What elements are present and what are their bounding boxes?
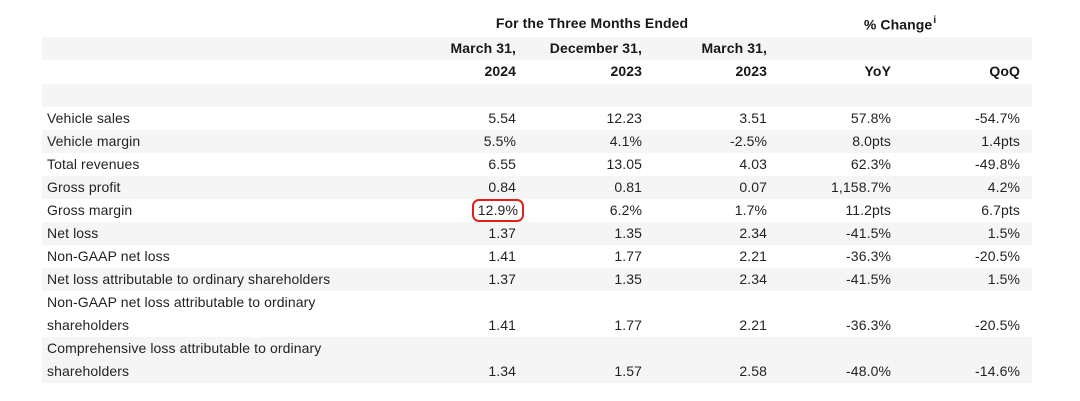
cell-value: 1.77 [614,316,642,333]
empty-cell [767,36,892,60]
cell-value: -48.0% [767,336,892,383]
table-row-gross-margin: Gross margin 12.9% 6.2% 1.7% 11.2pts 6.7… [42,198,1032,222]
row-label: Gross profit [42,175,417,199]
row-label: Vehicle margin [42,129,417,153]
row-label: Vehicle sales [47,109,131,126]
row-label: Comprehensive loss attributable to ordin… [42,336,417,383]
cell-value: -2.5% [642,129,768,153]
table-row-comprehensive-loss-attributable: Comprehensive loss attributable to ordin… [42,336,1033,383]
table-row-gross-profit: Gross profit 0.84 0.81 0.07 1,158.7% 4.2… [42,175,1033,199]
cell-value: -41.5% [767,267,892,291]
row-label: Gross margin [47,201,133,218]
cell-value: 1.41 [488,316,516,333]
footnote-marker-i: i [933,15,937,26]
period-group-header: For the Three Months Ended [417,10,767,37]
table-row-vehicle-margin: Vehicle margin 5.5% 4.1% -2.5% 8.0pts 1.… [42,129,1033,153]
empty-cell [42,60,417,84]
cell-value: -54.7% [975,109,1021,126]
cell-value: 1.5% [891,221,1033,245]
row-label: Net loss attributable to ordinary shareh… [42,267,417,291]
table-row-vehicle-sales: Vehicle sales 5.54 12.23 3.51 57.8% -54.… [42,107,1032,130]
cell-value: 5.54 [488,109,516,126]
cell-value: 57.8% [850,109,892,126]
cell-value: 2.58 [642,336,768,383]
cell-value: 1.37 [417,221,516,245]
pct-change-label: % Change [863,16,933,33]
cell-value: 4.2% [891,175,1033,199]
cell-value: -20.5% [975,247,1021,264]
cell-value: 2.34 [642,221,768,245]
pct-change-group-header: % Changei [767,10,1032,37]
cell-value: 6.7pts [981,201,1021,218]
cell-value: 12.23 [606,109,642,126]
empty-cell [42,36,417,60]
group-header-row: For the Three Months Ended % Changei [42,10,1032,37]
cell-value: -20.5% [975,316,1021,333]
column-header-row-dates: March 31, December 31, March 31, [42,36,1033,60]
cell-value: 1.37 [417,267,516,291]
column-header-mar-2023-line1: March 31, [642,36,768,60]
spacer-cell [42,83,1033,107]
row-label: Non-GAAP net loss [47,247,170,264]
column-header-mar-2023-line2: 2023 [735,63,768,80]
cell-value: 1.57 [516,336,642,383]
empty-cell [891,36,1033,60]
cell-value: 62.3% [850,155,892,172]
red-highlight-box: 12.9% [471,198,524,222]
cell-value: 6.55 [488,155,516,172]
cell-value: -49.8% [975,155,1021,172]
cell-value: 1.77 [614,247,642,264]
cell-value: 1.5% [891,267,1033,291]
column-header-dec-2023-line2: 2023 [610,63,642,80]
cell-value: 2.21 [739,316,768,333]
table-row-non-gaap-net-loss: Non-GAAP net loss 1.41 1.77 2.21 -36.3% … [42,245,1032,268]
table-row-total-revenues: Total revenues 6.55 13.05 4.03 62.3% -49… [42,153,1032,176]
cell-value: -36.3% [846,247,892,264]
cell-value: 0.81 [516,175,642,199]
cell-value: 1,158.7% [767,175,892,199]
row-label: Non-GAAP net loss attributable to ordina… [47,293,316,333]
column-header-dec-2023-line1: December 31, [516,36,642,60]
cell-value: 0.84 [417,175,516,199]
cell-value: 1.7% [734,201,768,218]
cell-value: 1.41 [488,247,516,264]
table-row-non-gaap-net-loss-attributable: Non-GAAP net loss attributable to ordina… [42,291,1032,337]
cell-value: 0.07 [642,175,768,199]
spacer-row [42,83,1033,107]
table-row-net-loss-attributable: Net loss attributable to ordinary shareh… [42,267,1033,291]
cell-value: 6.2% [609,201,642,218]
row-label: Total revenues [47,155,140,172]
cell-value: 11.2pts [845,201,892,218]
cell-value: 3.51 [739,109,768,126]
period-group-label: For the Three Months Ended [495,14,689,31]
cell-value: 13.05 [606,155,642,172]
column-header-yoy: YoY [864,63,892,80]
cell-value: 4.03 [739,155,768,172]
column-header-qoq: QoQ [989,63,1021,80]
cell-value: -36.3% [846,316,892,333]
cell-value: 4.1% [516,129,642,153]
cell-value: 8.0pts [767,129,892,153]
cell-value: 2.34 [642,267,768,291]
cell-value: 1.4pts [891,129,1033,153]
cell-value: 1.35 [516,221,642,245]
financial-results-table: For the Three Months Ended % Changei Mar… [42,10,1033,383]
table-row-net-loss: Net loss 1.37 1.35 2.34 -41.5% 1.5% [42,221,1033,245]
cell-value: 1.35 [516,267,642,291]
column-header-mar-2024-line1: March 31, [417,36,516,60]
row-label: Net loss [42,221,417,245]
cell-value: 5.5% [417,129,516,153]
cell-value: -14.6% [891,336,1033,383]
cell-value: 1.34 [417,336,516,383]
column-header-mar-2024-line2: 2024 [484,63,516,80]
cell-value: 2.21 [739,247,768,264]
cell-value: -41.5% [767,221,892,245]
empty-cell [42,10,417,37]
column-header-row-years: 2024 2023 2023 YoY QoQ [42,60,1032,84]
cell-value-highlighted: 12.9% [417,198,524,222]
